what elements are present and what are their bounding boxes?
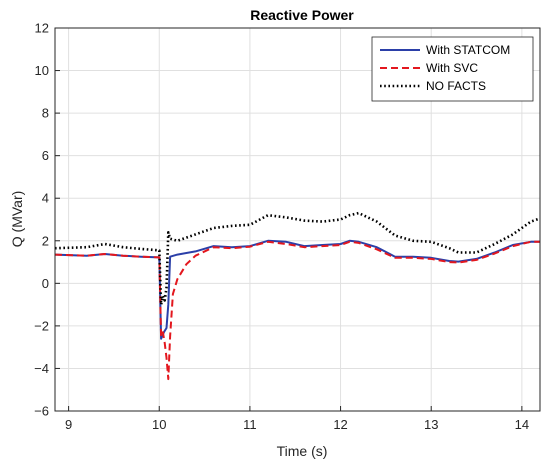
y-axis: −6 −4 −2 0 2 4 6 8 10 12: [34, 21, 60, 419]
y-tick-label: 8: [42, 106, 49, 121]
x-tick-label: 10: [152, 417, 166, 432]
y-tick-label: 6: [42, 148, 49, 163]
y-tick-label: 10: [35, 63, 49, 78]
chart-title: Reactive Power: [250, 7, 354, 23]
legend: With STATCOM With SVC NO FACTS: [371, 36, 534, 102]
x-tick-label: 11: [243, 417, 257, 432]
x-axis-label: Time (s): [277, 443, 328, 459]
y-tick-label: 0: [42, 276, 49, 291]
plot-frame: [54, 27, 541, 412]
legend-label-3: NO FACTS: [426, 79, 486, 93]
series-line-2: [55, 240, 540, 381]
y-tick-label: −6: [34, 404, 49, 419]
legend-label-2: With SVC: [426, 61, 478, 75]
y-axis-label: Q (MVar): [9, 191, 25, 248]
x-tick-label: 13: [424, 417, 438, 432]
y-tick-label: −4: [34, 361, 49, 376]
legend-label-1: With STATCOM: [426, 43, 510, 57]
y-tick-label: 4: [42, 191, 49, 206]
x-tick-label: 12: [333, 417, 347, 432]
y-tick-label: −2: [34, 318, 49, 333]
x-tick-label: 9: [65, 417, 72, 432]
series-layer: [55, 211, 540, 381]
x-axis: 9 10 11 12 13 14: [65, 406, 529, 432]
x-tick-label: 14: [515, 417, 529, 432]
legend-box: [371, 36, 534, 102]
y-tick-label: 2: [42, 233, 49, 248]
y-tick-label: 12: [35, 21, 49, 36]
